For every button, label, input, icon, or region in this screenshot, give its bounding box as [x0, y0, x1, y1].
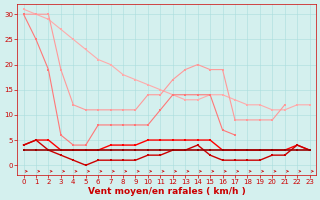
X-axis label: Vent moyen/en rafales ( km/h ): Vent moyen/en rafales ( km/h ): [88, 187, 245, 196]
